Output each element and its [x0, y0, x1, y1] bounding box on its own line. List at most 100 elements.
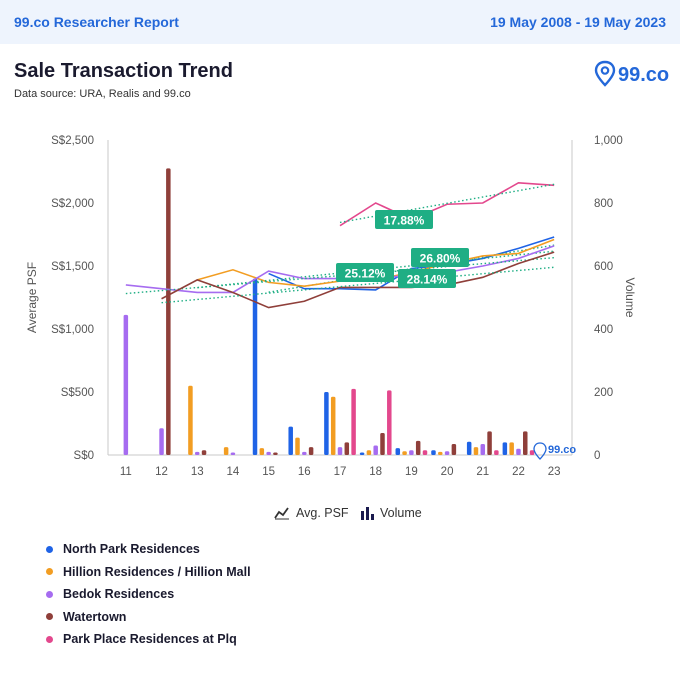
volume-bar — [359, 452, 365, 455]
x-tick-label: 11 — [120, 466, 132, 478]
legend-item-watertown[interactable]: Watertown — [46, 606, 251, 629]
x-tick-label: 20 — [441, 466, 454, 478]
volume-bar — [223, 447, 229, 455]
x-tick-label: 23 — [548, 466, 561, 478]
x-tick-label: 17 — [334, 466, 347, 478]
psf-series — [339, 182, 555, 227]
legend-avg-psf-label: Avg. PSF — [296, 506, 349, 520]
legend-label: Watertown — [63, 609, 127, 624]
volume-bar — [308, 447, 314, 455]
x-tick-label: 19 — [405, 466, 418, 478]
volume-series — [351, 388, 535, 455]
chart-watermark: 99.co — [533, 442, 576, 460]
legend-dot — [46, 590, 53, 598]
growth-badge-bg — [336, 263, 394, 282]
volume-bar — [366, 450, 372, 455]
legend-item-park-place[interactable]: Park Place Residences at Plq — [46, 628, 251, 651]
volume-series — [123, 314, 521, 455]
psf-line — [161, 251, 555, 309]
growth-badge-bg — [411, 248, 469, 267]
growth-badge-bg — [375, 210, 433, 229]
y-left-tick-label: S$2,000 — [51, 198, 94, 210]
volume-bar — [259, 448, 265, 455]
growth-badge-label: 25.12% — [345, 267, 386, 281]
volume-bar — [188, 385, 193, 455]
legend-label: Park Place Residences at Plq — [63, 632, 237, 647]
volume-bar — [288, 426, 293, 455]
volume-bar — [494, 450, 499, 455]
x-tick-label: 21 — [476, 466, 489, 478]
legend-dot — [46, 635, 53, 643]
legend-dot — [46, 613, 53, 621]
volume-bar — [523, 431, 528, 455]
brand-logo: 99.co — [594, 60, 669, 87]
legend-item-hillion[interactable]: Hillion Residences / Hillion Mall — [46, 561, 251, 584]
x-tick-label: 14 — [227, 466, 240, 478]
report-header: 99.co Researcher Report 19 May 2008 - 19… — [0, 0, 680, 44]
volume-bar — [373, 445, 378, 455]
psf-series — [161, 251, 555, 309]
volume-bar — [324, 392, 329, 455]
volume-bar — [201, 450, 207, 455]
y-right-axis-title: Volume — [623, 277, 637, 317]
psf-line — [339, 182, 555, 227]
y-left-tick-label: S$1,500 — [51, 261, 94, 273]
legend-label: Hillion Residences / Hillion Mall — [63, 564, 251, 579]
volume-bar — [159, 428, 164, 455]
legend-avg-psf[interactable]: Avg. PSF — [274, 506, 349, 520]
volume-bar — [330, 396, 336, 455]
volume-series — [252, 278, 508, 455]
legend-item-bedok[interactable]: Bedok Residences — [46, 583, 251, 606]
series-legend: North Park Residences Hillion Residences… — [46, 538, 251, 651]
y-left-tick-label: S$500 — [61, 387, 94, 399]
volume-series — [166, 168, 528, 455]
volume-bar — [466, 441, 472, 455]
growth-badge-label: 17.88% — [384, 214, 425, 228]
y-left-tick-label: S$0 — [74, 450, 94, 462]
volume-bar — [438, 451, 443, 455]
growth-badge: 25.12% — [336, 263, 394, 282]
volume-bar — [123, 314, 129, 455]
volume-bar — [502, 442, 508, 455]
growth-badge-bg — [398, 269, 456, 288]
y-left-axis-title: Average PSF — [25, 262, 39, 333]
legend-volume[interactable]: Volume — [360, 506, 422, 520]
volume-bar — [166, 168, 171, 455]
volume-bar — [252, 278, 258, 455]
legend-dot — [46, 568, 53, 576]
volume-bar — [402, 451, 407, 455]
y-right-tick-label: 600 — [594, 261, 613, 273]
volume-bar — [380, 432, 385, 455]
line-chart-icon — [274, 507, 289, 520]
y-right-tick-label: 200 — [594, 387, 613, 399]
y-right-tick-label: 800 — [594, 198, 613, 210]
volume-bar — [409, 450, 414, 455]
volume-bar — [431, 450, 436, 455]
volume-bar — [266, 451, 271, 455]
volume-bar — [487, 431, 492, 455]
growth-badge-label: 26.80% — [420, 252, 461, 266]
growth-badge-label: 28.14% — [407, 273, 448, 287]
legend-item-north-park[interactable]: North Park Residences — [46, 538, 251, 561]
growth-badge: 28.14% — [398, 269, 456, 288]
x-tick-label: 13 — [191, 466, 204, 478]
volume-bar — [480, 443, 486, 455]
legend-label: Bedok Residences — [63, 587, 175, 602]
legend-volume-label: Volume — [380, 506, 422, 520]
y-left-tick-label: S$1,000 — [51, 324, 94, 336]
growth-badge: 17.88% — [375, 210, 433, 229]
volume-bar — [415, 440, 421, 455]
chart-title: Sale Transaction Trend — [14, 60, 233, 82]
volume-bar — [509, 442, 514, 455]
psf-trend-line — [161, 266, 555, 304]
volume-bar — [230, 452, 236, 455]
growth-badge: 26.80% — [411, 248, 469, 267]
date-range: 19 May 2008 - 19 May 2023 — [490, 14, 666, 30]
volume-bar — [194, 451, 200, 455]
volume-bar — [344, 442, 350, 455]
volume-bar — [387, 390, 392, 455]
volume-bar — [337, 447, 343, 455]
y-right-tick-label: 1,000 — [594, 135, 623, 147]
volume-bar — [422, 450, 428, 455]
